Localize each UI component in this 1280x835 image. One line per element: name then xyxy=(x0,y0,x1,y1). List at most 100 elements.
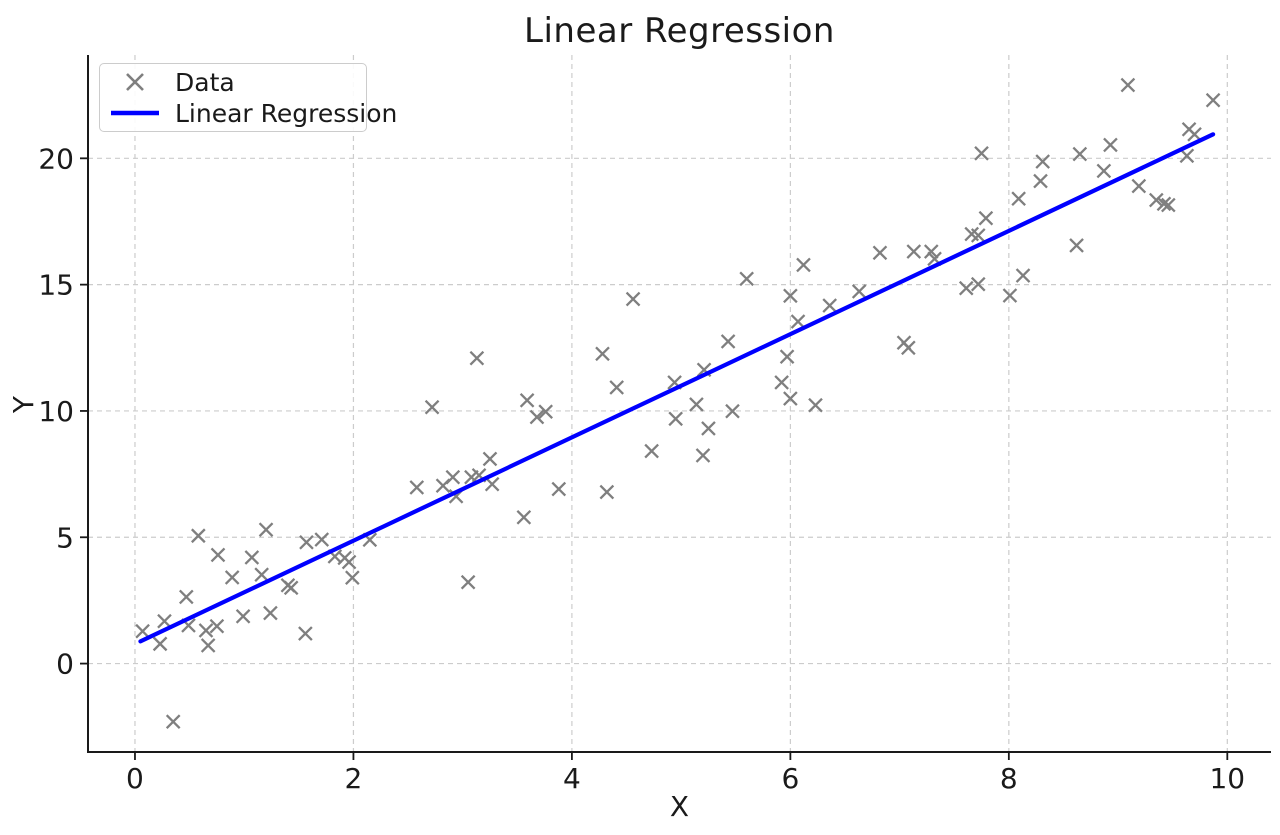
scatter-point xyxy=(1015,268,1031,283)
x-tick-label: 2 xyxy=(345,762,363,795)
scatter-point xyxy=(152,636,168,652)
scatter-point xyxy=(235,609,251,624)
y-tick-label: 0 xyxy=(56,648,74,681)
scatter-point xyxy=(790,314,806,329)
scatter-point xyxy=(1103,137,1118,153)
scatter-point xyxy=(263,605,278,621)
y-tick-label: 5 xyxy=(56,521,74,554)
scatter-point xyxy=(974,145,989,161)
scatter-point xyxy=(224,570,240,585)
y-axis-label: Y xyxy=(7,395,40,414)
scatter-point xyxy=(970,228,986,243)
scatter-point xyxy=(424,399,440,415)
legend: Data Linear Regression xyxy=(99,63,397,132)
scatter-point xyxy=(906,244,922,259)
chart-title: Linear Regression xyxy=(524,11,835,51)
legend-item-linear-regression: Linear Regression xyxy=(106,98,397,128)
scatter-point xyxy=(808,397,823,413)
scatter-point xyxy=(1002,288,1018,303)
scatter-point xyxy=(923,244,939,259)
scatter-point xyxy=(482,451,498,467)
scatter-point xyxy=(209,618,225,634)
scatter-point xyxy=(258,522,274,538)
scatter-point xyxy=(341,554,357,570)
x-tick-label: 6 xyxy=(781,762,799,795)
legend-label-linear-regression: Linear Regression xyxy=(175,98,398,128)
scatter-point xyxy=(872,245,888,261)
y-tick-label: 20 xyxy=(38,142,74,175)
scatter-point xyxy=(695,448,711,463)
scatter-point xyxy=(1120,77,1136,93)
scatter-point xyxy=(739,271,754,287)
scatter-point xyxy=(1148,192,1164,208)
scatter-point xyxy=(1161,197,1176,213)
scatter-point xyxy=(970,276,986,292)
scatter-point xyxy=(551,481,567,497)
scatter-point xyxy=(609,380,625,395)
scatter-point xyxy=(701,421,716,436)
scatter-point xyxy=(519,393,535,408)
legend-label-data: Data xyxy=(175,67,235,97)
scatter-point xyxy=(644,443,659,459)
scatter-point xyxy=(409,480,425,495)
regression-line xyxy=(138,132,1216,644)
scatter-point xyxy=(469,350,485,366)
scatter-point xyxy=(779,349,795,364)
scatter-point xyxy=(178,589,194,605)
scatter-point xyxy=(1072,146,1088,162)
scatter-point xyxy=(298,626,313,641)
scatter-point xyxy=(135,623,150,639)
scatter-point xyxy=(599,484,615,500)
scatter-point xyxy=(796,257,811,273)
scatter-point xyxy=(198,623,214,638)
x-tick-label: 10 xyxy=(1209,762,1245,795)
scatter-point xyxy=(774,375,789,390)
scatter-point xyxy=(668,411,683,427)
scatter-point xyxy=(1179,148,1195,164)
scatter-point xyxy=(244,550,260,565)
scatter-point xyxy=(283,580,299,596)
scatter-point xyxy=(200,638,216,653)
scatter-point xyxy=(595,346,610,362)
scatter-point xyxy=(720,334,736,349)
y-tick-label: 15 xyxy=(38,269,74,302)
y-tick-label: 10 xyxy=(38,395,74,428)
scatter-point xyxy=(460,574,476,590)
scatter-point xyxy=(1156,196,1172,212)
scatter-point xyxy=(958,280,974,296)
scatter-point xyxy=(345,570,360,586)
scatter-point xyxy=(851,284,867,299)
scatter-point xyxy=(191,528,206,544)
scatter-point xyxy=(689,397,704,412)
scatter-point xyxy=(978,210,994,226)
scatter-point xyxy=(254,567,269,582)
scatter-point xyxy=(529,409,545,425)
legend-item-data: Data xyxy=(106,67,360,97)
line-swatch-icon xyxy=(106,109,164,117)
scatter-point xyxy=(314,532,330,547)
x-tick-label: 4 xyxy=(563,762,581,795)
scatter-point xyxy=(783,391,798,406)
scatter-point xyxy=(538,404,554,420)
x-tick-label: 0 xyxy=(126,762,144,795)
scatter-point xyxy=(516,509,532,525)
x-marker-icon xyxy=(106,70,164,94)
scatter-point xyxy=(1035,154,1051,169)
scatter-point xyxy=(165,714,181,729)
scatter-point xyxy=(901,340,916,356)
scatter-point xyxy=(157,613,172,629)
scatter-point xyxy=(1205,92,1221,108)
x-tick-label: 8 xyxy=(1000,762,1018,795)
scatter-point xyxy=(1011,191,1026,207)
scatter-point xyxy=(445,469,461,485)
scatter-point xyxy=(725,403,740,419)
scatter-point xyxy=(1033,173,1048,189)
scatter-point xyxy=(625,291,641,307)
scatter-point xyxy=(299,535,314,550)
scatter-point xyxy=(1096,163,1112,179)
x-axis-label: X xyxy=(669,790,690,823)
scatter-point xyxy=(1069,238,1084,253)
scatter-point xyxy=(1187,127,1202,142)
